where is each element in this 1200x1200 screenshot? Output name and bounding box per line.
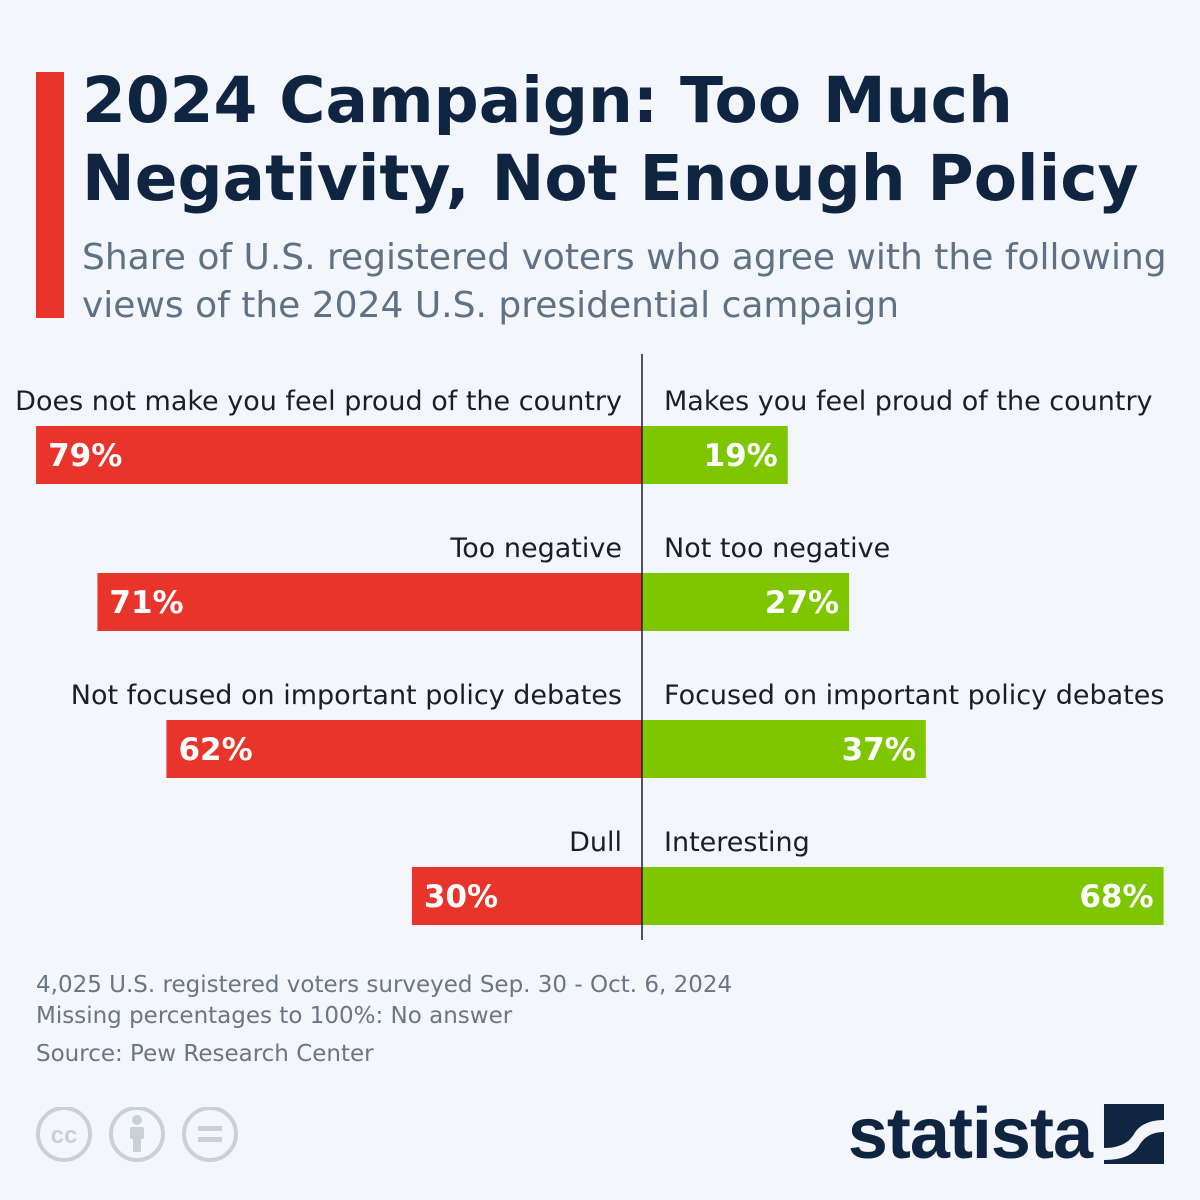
category-label-right: Makes you feel proud of the country bbox=[664, 386, 1153, 417]
data-label-left: 62% bbox=[178, 732, 252, 768]
bar-right bbox=[642, 720, 926, 778]
data-label-left: 30% bbox=[424, 879, 498, 915]
data-label-right: 19% bbox=[704, 438, 778, 474]
category-label-left: Does not make you feel proud of the coun… bbox=[15, 386, 622, 417]
survey-note: 4,025 U.S. registered voters surveyed Se… bbox=[36, 972, 733, 998]
category-label-left: Too negative bbox=[449, 533, 622, 564]
notes: 4,025 U.S. registered voters surveyed Se… bbox=[36, 970, 732, 1070]
attribution-icon[interactable] bbox=[109, 1107, 165, 1162]
data-label-right: 37% bbox=[842, 732, 916, 768]
bar-left bbox=[36, 426, 642, 484]
brand-name: statista bbox=[847, 1094, 1093, 1174]
category-label-right: Interesting bbox=[664, 827, 810, 858]
data-label-right: 27% bbox=[765, 585, 839, 621]
data-label-right: 68% bbox=[1079, 879, 1153, 915]
category-label-left: Dull bbox=[569, 827, 622, 858]
page-subtitle: Share of U.S. registered voters who agre… bbox=[82, 237, 1167, 326]
diverging-bar-chart: Does not make you feel proud of the coun… bbox=[15, 354, 1164, 940]
category-label-left: Not focused on important policy debates bbox=[71, 680, 622, 711]
bar-left bbox=[411, 867, 642, 925]
bar-right bbox=[642, 573, 850, 631]
category-label-right: Not too negative bbox=[664, 533, 890, 564]
no-derivatives-icon[interactable] bbox=[182, 1107, 238, 1162]
missing-note: Missing percentages to 100%: No answer bbox=[36, 1003, 513, 1029]
page-title: 2024 Campaign: Too Much Negativity, Not … bbox=[82, 64, 1139, 215]
bar-right bbox=[642, 426, 788, 484]
source-note: Source: Pew Research Center bbox=[36, 1041, 374, 1067]
bar-left bbox=[97, 573, 643, 631]
category-label-right: Focused on important policy debates bbox=[664, 680, 1164, 711]
statista-logo[interactable]: statista bbox=[848, 1098, 1164, 1170]
data-label-left: 79% bbox=[48, 438, 122, 474]
statista-mark-icon bbox=[1104, 1104, 1164, 1164]
svg-text:cc: cc bbox=[51, 1122, 78, 1149]
title-accent-bar bbox=[36, 72, 64, 318]
cc-icon[interactable]: cc bbox=[36, 1107, 92, 1162]
bar-left bbox=[166, 720, 642, 778]
data-label-left: 71% bbox=[109, 585, 183, 621]
bar-right bbox=[642, 867, 1164, 925]
license-icons: cc bbox=[36, 1107, 238, 1162]
